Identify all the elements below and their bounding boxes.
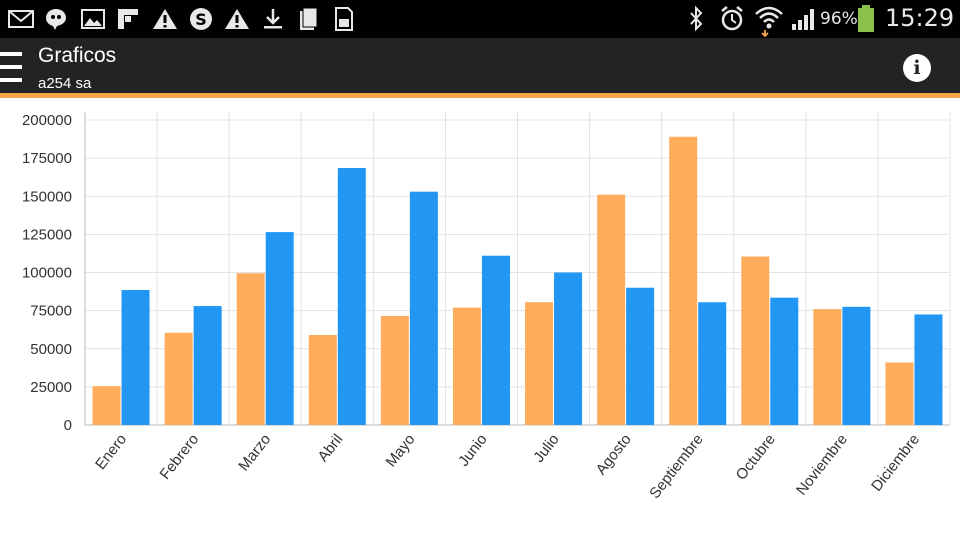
- signal-icon: [792, 9, 814, 30]
- app-bar: [0, 38, 960, 93]
- status-bar: S 96% 15:29: [0, 0, 960, 38]
- y-tick-label: 50000: [30, 341, 72, 358]
- bar-series-2: [698, 302, 727, 425]
- sim-icon: [300, 7, 318, 30]
- bar-series-1: [597, 194, 626, 425]
- bar-series-1: [669, 136, 698, 425]
- x-tick-label: Noviembre: [793, 431, 851, 499]
- bar-series-2: [842, 306, 871, 425]
- y-tick-label: 200000: [22, 112, 72, 129]
- bar-series-1: [236, 273, 265, 425]
- app-bar-accent: [0, 93, 960, 98]
- clock: 15:29: [885, 4, 955, 32]
- battery-percentage: 96%: [820, 9, 858, 29]
- info-icon: i: [913, 57, 921, 79]
- y-tick-label: 175000: [22, 150, 72, 167]
- warning-icon: [153, 9, 177, 29]
- x-tick-label: Diciembre: [868, 431, 923, 495]
- bar-series-1: [452, 307, 481, 425]
- x-tick-label: Marzo: [235, 431, 274, 474]
- bar-series-2: [914, 314, 943, 425]
- alarm-icon: [721, 6, 743, 31]
- bar-series-2: [554, 272, 583, 425]
- x-tick-label: Junio: [455, 431, 490, 470]
- bar-series-2: [481, 255, 510, 425]
- wifi-icon: [755, 6, 783, 38]
- bar-series-2: [770, 297, 799, 425]
- bar-series-2: [409, 191, 438, 425]
- bar-series-1: [525, 302, 554, 425]
- skype-icon: S: [190, 8, 212, 30]
- x-tick-label: Enero: [92, 431, 130, 473]
- y-tick-label: 75000: [30, 303, 72, 320]
- x-tick-label: Octubre: [733, 431, 779, 484]
- image-icon: [81, 9, 105, 29]
- bar-series-1: [380, 315, 409, 425]
- chat-icon: [46, 9, 66, 30]
- bar-chart: 0 25000 50000 75000 100000 125000 150000 175000…: [22, 112, 951, 502]
- bar-series-2: [337, 168, 366, 425]
- storage-icon: [335, 7, 353, 31]
- y-tick-label: 150000: [22, 188, 72, 205]
- battery-icon: [858, 5, 874, 32]
- bluetooth-icon: [690, 5, 703, 32]
- warning-icon: [225, 9, 249, 29]
- bar-series-2: [121, 290, 150, 425]
- bar-series-1: [164, 332, 193, 425]
- download-icon: [264, 9, 282, 29]
- svg-text:S: S: [195, 10, 207, 29]
- page-title: Graficos: [38, 44, 117, 67]
- x-tick-label: Mayo: [383, 431, 419, 470]
- flipboard-icon: [118, 9, 138, 29]
- bar-series-2: [626, 287, 655, 425]
- page-subtitle: a254 sa: [38, 75, 92, 92]
- mail-icon: [8, 10, 34, 28]
- bar-series-2: [265, 232, 294, 425]
- y-tick-label: 0: [64, 417, 72, 434]
- bar-series-1: [741, 256, 770, 425]
- bar-series-1: [308, 335, 337, 425]
- x-tick-label: Abril: [315, 431, 347, 465]
- x-tick-label: Julio: [530, 431, 562, 466]
- menu-button[interactable]: [0, 50, 24, 86]
- bar-series-2: [193, 306, 222, 425]
- bar-series-1: [813, 309, 842, 425]
- y-tick-label: 100000: [22, 265, 72, 282]
- bar-series-1: [885, 362, 914, 425]
- x-tick-label: Septiembre: [646, 431, 707, 502]
- y-tick-label: 125000: [22, 226, 72, 243]
- x-tick-label: Febrero: [157, 431, 203, 483]
- bar-series-1: [92, 386, 121, 425]
- info-button[interactable]: i: [903, 54, 931, 82]
- y-tick-label: 25000: [30, 379, 72, 396]
- x-tick-label: Agosto: [593, 431, 635, 478]
